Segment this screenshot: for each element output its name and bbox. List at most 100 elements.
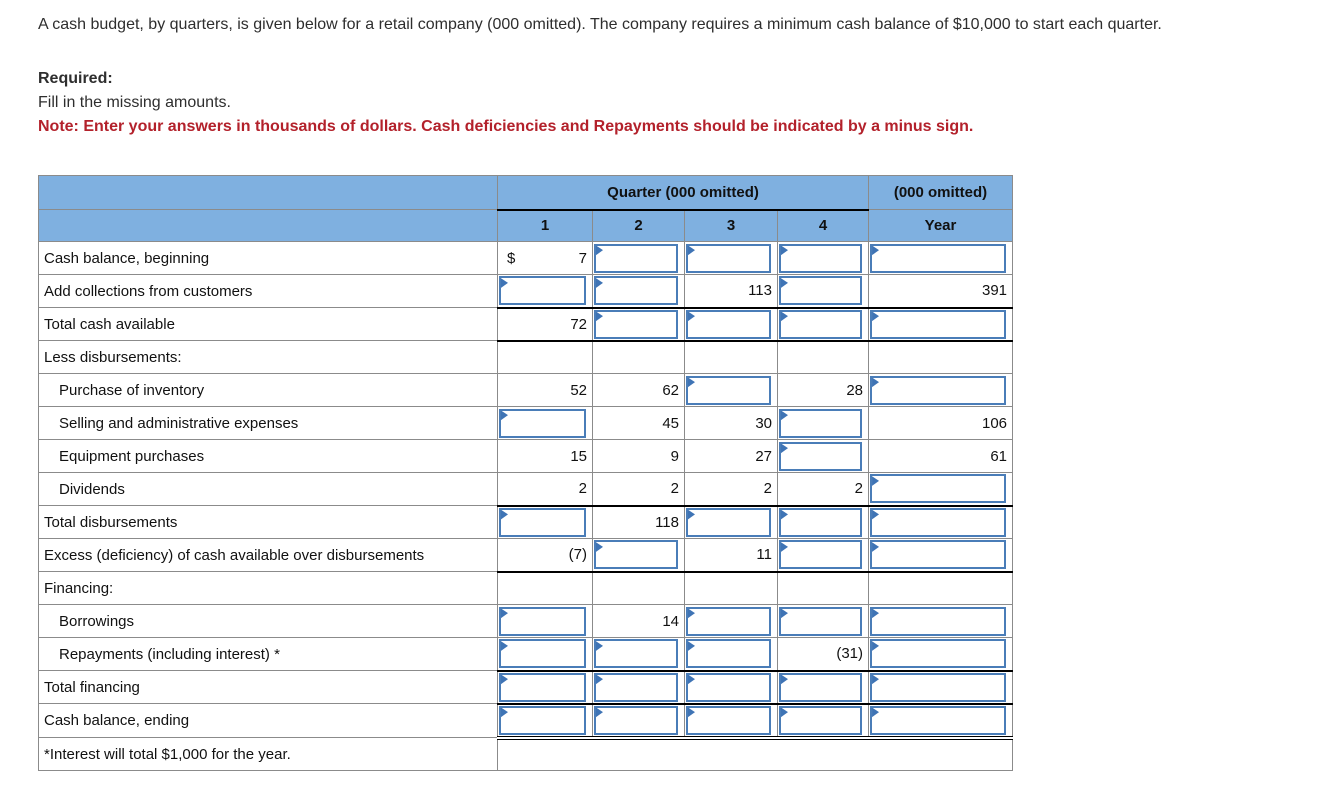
answer-input-box[interactable] (686, 672, 771, 702)
answer-input-box[interactable] (779, 507, 863, 537)
answer-input-box[interactable] (594, 243, 678, 273)
answer-input-cell[interactable] (592, 307, 685, 342)
required-instruction: Fill in the missing amounts. (38, 94, 231, 111)
answer-input-box[interactable] (499, 639, 586, 669)
answer-input-cell[interactable] (592, 274, 685, 309)
answer-input-box[interactable] (870, 540, 1007, 570)
static-value-cell: 15 (497, 439, 593, 473)
answer-input-box[interactable] (499, 408, 586, 438)
row-label: Borrowings (38, 604, 498, 638)
static-value-cell: 2 (497, 472, 593, 507)
answer-input-box[interactable] (870, 606, 1007, 636)
answer-input-cell[interactable] (868, 472, 1014, 507)
answer-input-cell[interactable] (868, 538, 1014, 573)
answer-input-box[interactable] (686, 639, 771, 669)
answer-input-box[interactable] (594, 672, 678, 702)
answer-input-box[interactable] (870, 639, 1007, 669)
answer-input-box[interactable] (870, 507, 1007, 537)
answer-input-box[interactable] (499, 507, 586, 537)
answer-input-cell[interactable] (776, 538, 870, 573)
answer-input-cell[interactable] (776, 505, 870, 539)
answer-input-box[interactable] (779, 309, 863, 339)
answer-input-box[interactable] (779, 672, 863, 702)
answer-input-cell[interactable] (497, 670, 593, 705)
row-label: Financing: (38, 571, 498, 605)
answer-input-box[interactable] (779, 705, 863, 735)
static-value-cell: (31) (776, 637, 870, 672)
answer-input-box[interactable] (779, 243, 863, 273)
answer-input-cell[interactable] (497, 604, 593, 638)
answer-input-cell[interactable] (868, 307, 1014, 342)
static-value-cell: 118 (592, 505, 685, 539)
row-label: Excess (deficiency) of cash available ov… (38, 538, 498, 572)
answer-input-cell[interactable] (684, 241, 778, 275)
answer-input-box[interactable] (870, 672, 1007, 702)
answer-input-cell[interactable] (592, 538, 685, 573)
answer-input-box[interactable] (870, 309, 1007, 339)
answer-input-cell[interactable] (776, 307, 870, 342)
answer-input-cell[interactable] (684, 373, 778, 407)
answer-input-cell[interactable] (776, 241, 870, 275)
answer-input-cell[interactable] (776, 703, 870, 740)
answer-input-box[interactable] (686, 705, 771, 735)
answer-input-cell[interactable] (776, 406, 870, 440)
answer-input-cell[interactable] (592, 637, 685, 672)
answer-input-cell[interactable] (684, 307, 778, 342)
answer-input-box[interactable] (779, 606, 863, 636)
answer-input-box[interactable] (686, 606, 771, 636)
answer-input-box[interactable] (779, 540, 863, 570)
answer-flag-icon (688, 245, 695, 256)
answer-input-cell[interactable] (684, 637, 778, 672)
answer-input-box[interactable] (686, 243, 771, 273)
answer-input-cell[interactable] (684, 670, 778, 705)
answer-input-box[interactable] (594, 309, 678, 339)
answer-input-cell[interactable] (776, 670, 870, 705)
answer-input-cell[interactable] (868, 373, 1014, 407)
answer-input-cell[interactable] (497, 274, 593, 309)
answer-input-cell[interactable] (497, 505, 593, 539)
answer-input-cell[interactable] (497, 406, 593, 440)
answer-input-cell[interactable] (868, 505, 1014, 539)
answer-input-box[interactable] (594, 705, 678, 735)
answer-input-cell[interactable] (684, 703, 778, 740)
answer-flag-icon (781, 311, 788, 322)
answer-flag-icon (501, 707, 508, 718)
answer-input-cell[interactable] (776, 439, 870, 473)
answer-input-box[interactable] (779, 276, 863, 306)
answer-input-box[interactable] (594, 540, 678, 570)
answer-input-cell[interactable] (868, 703, 1014, 740)
answer-input-cell[interactable] (868, 670, 1014, 705)
answer-input-cell[interactable] (868, 241, 1014, 275)
static-value-cell: 2 (776, 472, 870, 507)
answer-input-box[interactable] (594, 276, 678, 306)
answer-input-cell[interactable] (684, 505, 778, 539)
answer-input-cell[interactable] (497, 703, 593, 740)
answer-input-box[interactable] (594, 639, 678, 669)
answer-input-cell[interactable] (776, 604, 870, 638)
row-label: Cash balance, ending (38, 703, 498, 738)
answer-input-cell[interactable] (592, 703, 685, 740)
row-label: Dividends (38, 472, 498, 506)
answer-input-box[interactable] (686, 309, 771, 339)
answer-input-box[interactable] (779, 408, 863, 438)
answer-input-cell[interactable] (776, 274, 870, 309)
answer-input-cell[interactable] (868, 637, 1014, 672)
row-label: Purchase of inventory (38, 373, 498, 407)
answer-input-cell[interactable] (592, 241, 685, 275)
answer-input-box[interactable] (499, 276, 586, 306)
answer-input-box[interactable] (686, 507, 771, 537)
answer-input-box[interactable] (870, 474, 1007, 504)
answer-input-cell[interactable] (868, 604, 1014, 638)
answer-input-box[interactable] (870, 375, 1007, 405)
answer-input-cell[interactable] (684, 604, 778, 638)
answer-input-cell[interactable] (592, 670, 685, 705)
answer-input-box[interactable] (499, 705, 586, 735)
empty-cell (592, 340, 685, 374)
answer-input-box[interactable] (499, 606, 586, 636)
answer-input-box[interactable] (779, 441, 863, 471)
answer-input-box[interactable] (870, 705, 1007, 735)
answer-input-box[interactable] (870, 243, 1007, 273)
answer-input-box[interactable] (686, 375, 771, 405)
answer-input-box[interactable] (499, 672, 586, 702)
answer-input-cell[interactable] (497, 637, 593, 672)
